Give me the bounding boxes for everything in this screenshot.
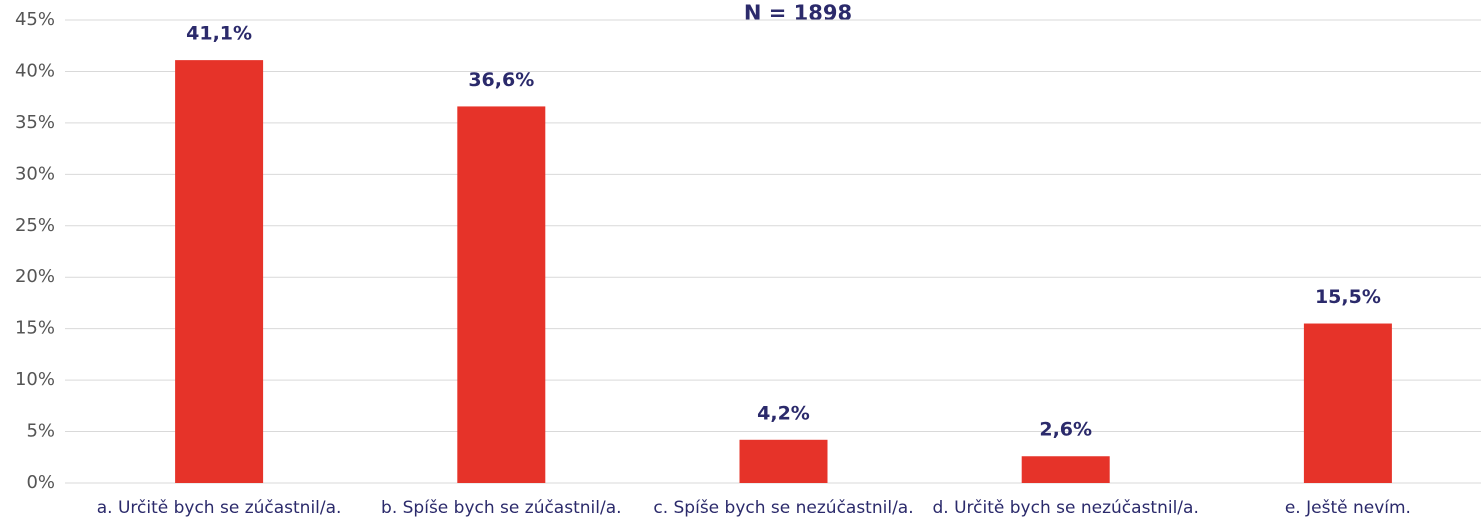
y-tick-label: 5% <box>26 421 55 442</box>
bar <box>739 439 828 483</box>
chart-title: N = 1898 <box>744 1 852 25</box>
data-label: 15,5% <box>1315 286 1381 308</box>
y-tick-label: 0% <box>26 472 55 493</box>
bar <box>457 106 546 483</box>
data-label: 2,6% <box>1039 419 1092 441</box>
data-label: 36,6% <box>468 69 534 91</box>
y-tick-label: 40% <box>15 60 55 81</box>
y-tick-label: 20% <box>15 266 55 287</box>
y-tick-label: 15% <box>15 318 55 339</box>
x-tick-label: d. Určitě bych se nezúčastnil/a. <box>933 498 1199 518</box>
bar <box>1303 323 1392 483</box>
y-tick-label: 30% <box>15 163 55 184</box>
x-tick-label: a. Určitě bych se zúčastnil/a. <box>97 498 342 518</box>
data-label: 4,2% <box>757 402 810 424</box>
y-tick-label: 35% <box>15 112 55 133</box>
x-tick-label: b. Spíše bych se zúčastnil/a. <box>381 498 621 518</box>
bar <box>1021 456 1110 483</box>
x-tick-label: c. Spíše bych se nezúčastnil/a. <box>653 498 913 518</box>
y-tick-label: 10% <box>15 369 55 390</box>
bar <box>175 60 264 483</box>
y-tick-label: 45% <box>15 9 55 30</box>
x-tick-label: e. Ještě nevím. <box>1285 498 1411 518</box>
data-label: 41,1% <box>186 23 252 45</box>
y-tick-label: 25% <box>15 215 55 236</box>
